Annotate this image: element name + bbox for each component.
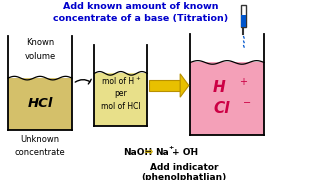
Text: per: per	[115, 89, 127, 98]
Text: +: +	[169, 145, 174, 150]
Bar	[190, 62, 264, 135]
Text: +: +	[135, 76, 140, 81]
Bar	[241, 5, 246, 27]
Text: + OH: + OH	[172, 148, 198, 157]
Text: Known: Known	[26, 38, 54, 47]
Text: NaOH: NaOH	[123, 148, 152, 157]
Text: −: −	[243, 98, 252, 108]
Text: HCl: HCl	[27, 97, 53, 110]
Text: volume: volume	[24, 52, 56, 61]
Text: H: H	[213, 80, 226, 95]
Text: Na: Na	[155, 148, 169, 157]
Text: +: +	[239, 77, 247, 87]
Text: Cl: Cl	[213, 101, 230, 116]
Polygon shape	[180, 74, 189, 97]
Text: −: −	[189, 145, 194, 150]
Text: concentrate: concentrate	[15, 148, 65, 157]
Bar	[149, 80, 180, 91]
Text: mol of H: mol of H	[101, 77, 134, 86]
Text: (phenolphatlian): (phenolphatlian)	[141, 173, 227, 180]
Bar	[8, 78, 72, 130]
Text: Add known amount of known
concentrate of a base (Titration): Add known amount of known concentrate of…	[53, 2, 228, 23]
Bar	[241, 15, 246, 27]
Text: mol of HCl: mol of HCl	[101, 102, 140, 111]
Text: ⇒: ⇒	[143, 147, 153, 157]
Bar	[94, 73, 147, 126]
Text: Add indicator: Add indicator	[150, 163, 218, 172]
Text: Unknown: Unknown	[20, 135, 60, 144]
